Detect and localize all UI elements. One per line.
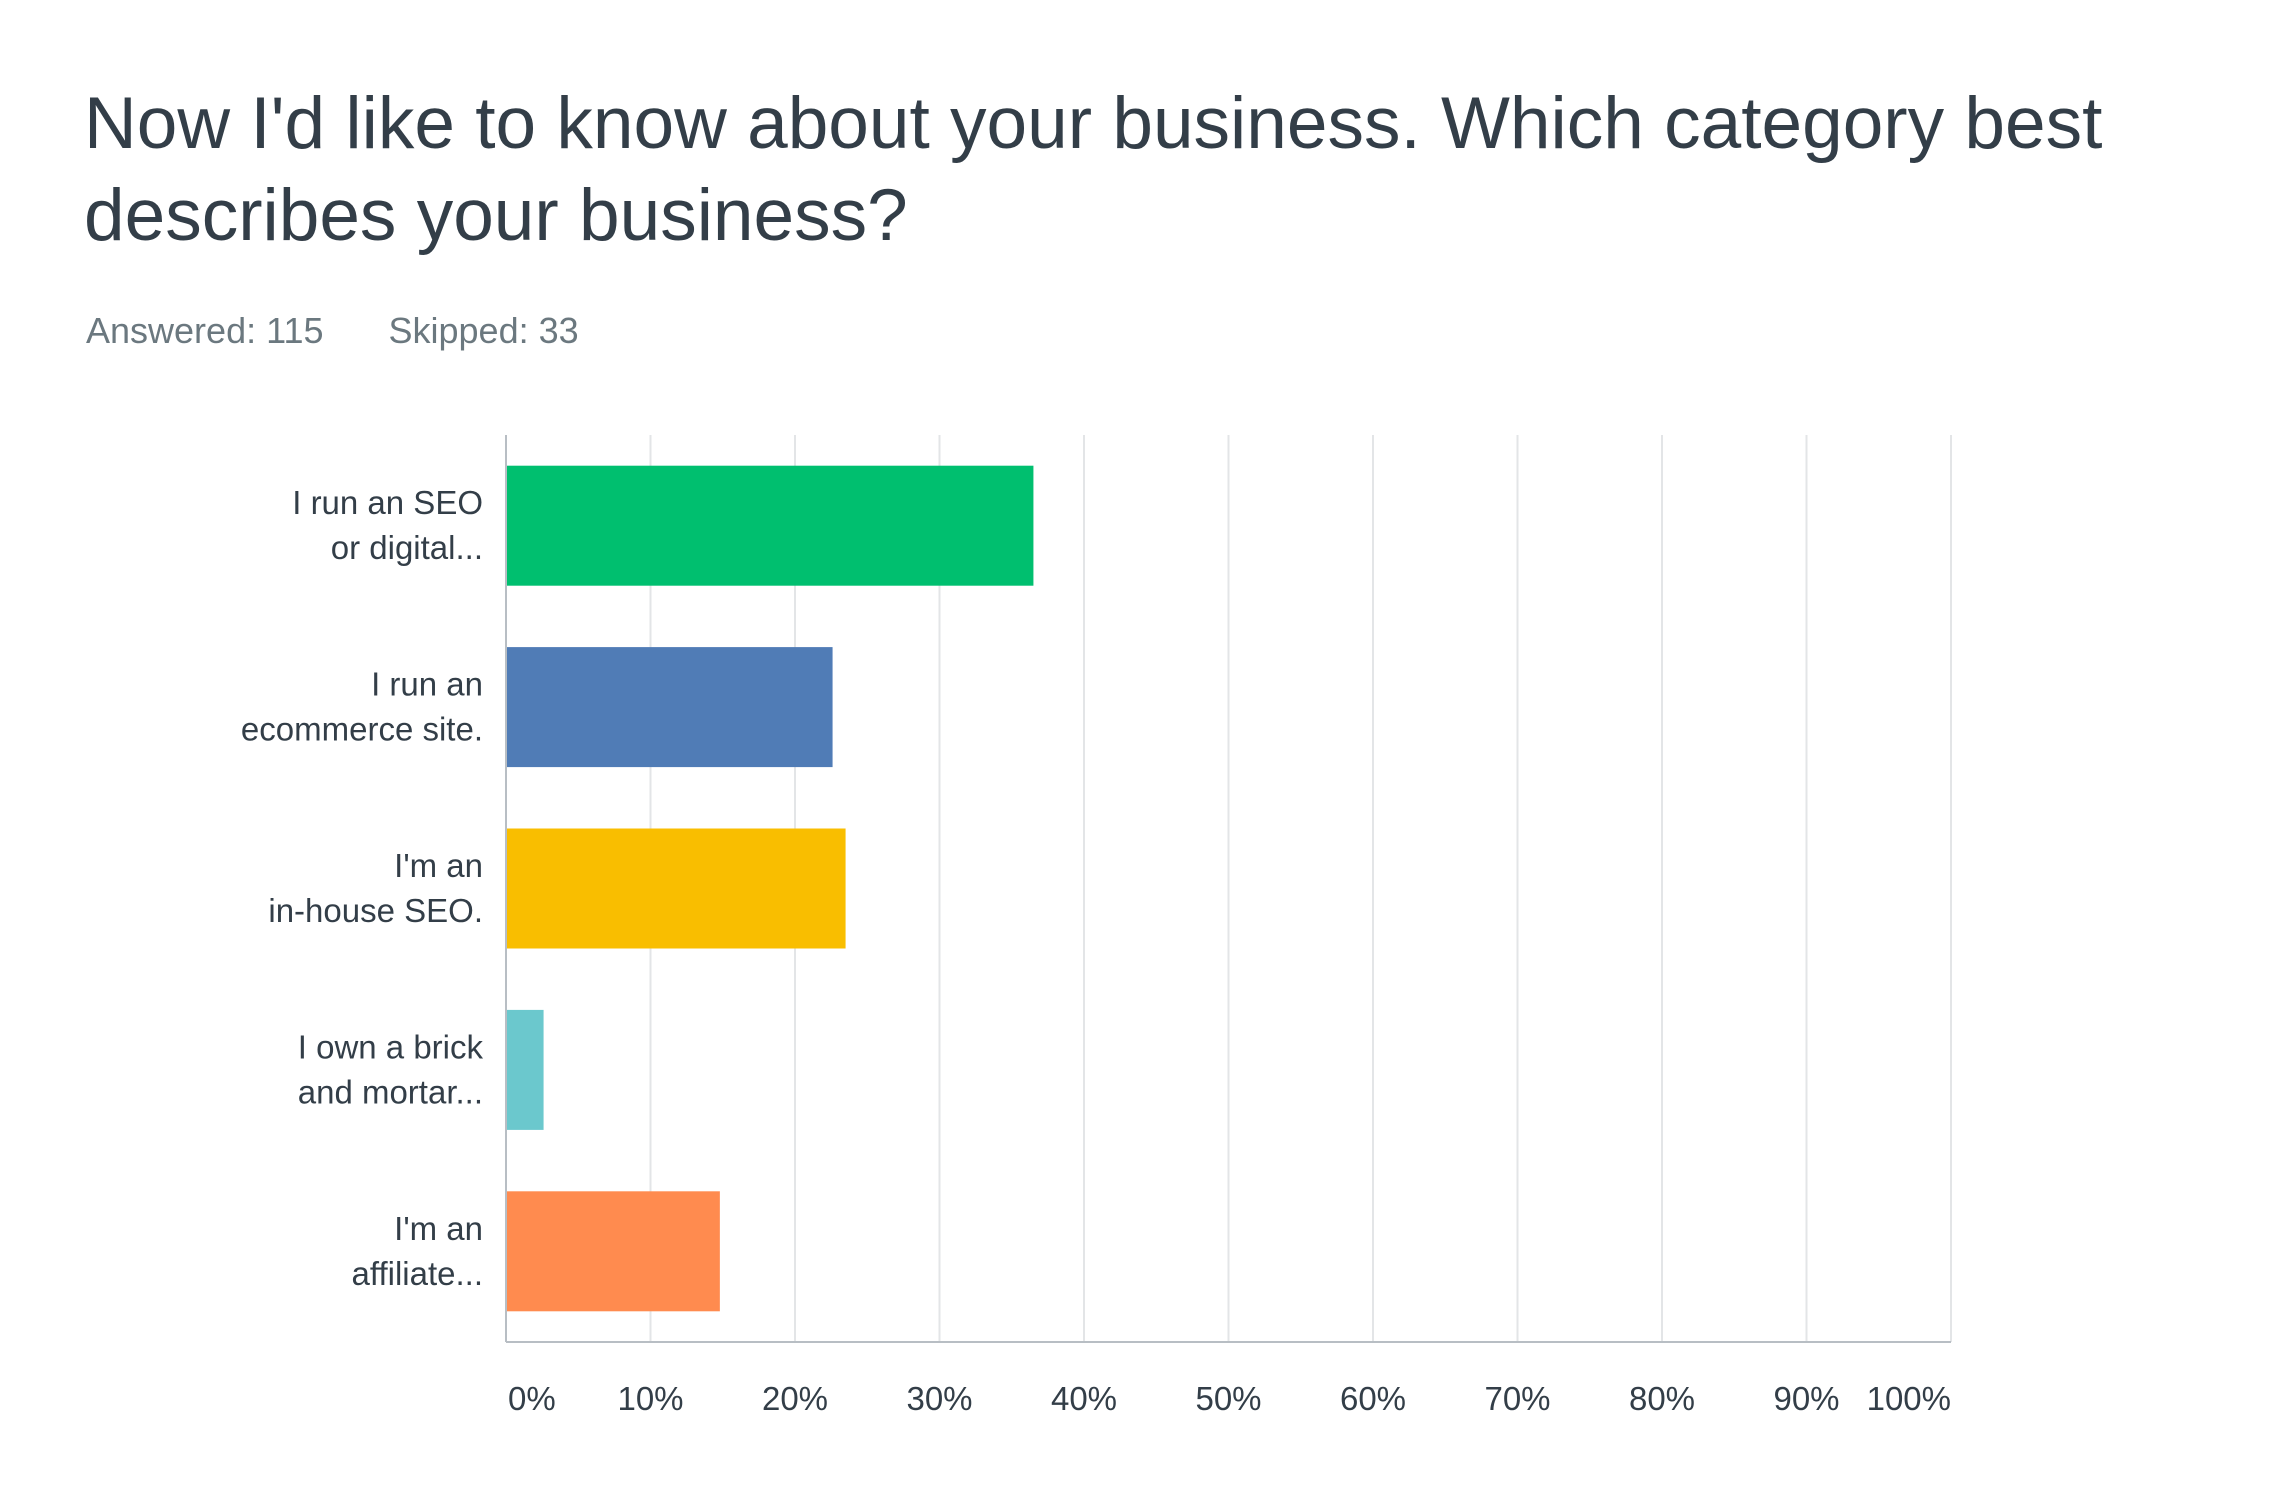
question-title: Now I'd like to know about your business…	[84, 83, 2103, 256]
category-label-line: I own a brick	[298, 1028, 484, 1065]
bar	[506, 465, 1034, 586]
category-label-line: affiliate...	[352, 1255, 483, 1292]
x-tick-label: 20%	[762, 1380, 828, 1417]
category-label-line: in-house SEO.	[268, 892, 483, 929]
category-label: I'm an affiliate...	[352, 1210, 483, 1292]
category-label-line: I run an	[371, 666, 483, 703]
category-label-line: ecommerce site.	[241, 711, 483, 748]
category-label: I run an SEO or digital...	[292, 484, 483, 566]
category-label-line: or digital...	[331, 529, 483, 566]
bar	[506, 828, 846, 949]
x-tick-label: 10%	[617, 1380, 683, 1417]
x-tick-label: 80%	[1629, 1380, 1695, 1417]
x-tick-label: 60%	[1340, 1380, 1406, 1417]
x-tick-label: 50%	[1195, 1380, 1261, 1417]
x-tick-label: 30%	[906, 1380, 972, 1417]
bar	[506, 1009, 544, 1130]
x-tick-labels: 0% 10% 20% 30% 40% 50% 60% 70% 80% 90% 100%	[508, 1380, 1951, 1417]
category-label: I'm an in-house SEO.	[268, 847, 483, 929]
bars	[506, 465, 1034, 1312]
bar	[506, 647, 833, 768]
x-tick-label: 90%	[1773, 1380, 1839, 1417]
category-label-line: I run an SEO	[292, 484, 483, 521]
x-tick-label: 0%	[508, 1380, 556, 1417]
x-tick-label: 40%	[1051, 1380, 1117, 1417]
answered-count: Answered: 115	[86, 310, 324, 351]
x-tick-label: 70%	[1484, 1380, 1550, 1417]
category-label-line: and mortar...	[298, 1073, 483, 1110]
category-labels: I run an SEO or digital... I run an ecommer…	[241, 484, 484, 1292]
category-label-line: I'm an	[394, 1210, 483, 1247]
axes	[505, 435, 1951, 1343]
x-tick-label: 100%	[1867, 1380, 1951, 1417]
category-label: I run an ecommerce site.	[241, 666, 483, 748]
category-label-line: I'm an	[394, 847, 483, 884]
bar	[506, 1191, 720, 1312]
response-stats: Answered: 115 Skipped: 33	[86, 310, 634, 352]
category-label: I own a brick and mortar...	[298, 1028, 484, 1110]
skipped-count: Skipped: 33	[388, 310, 579, 351]
